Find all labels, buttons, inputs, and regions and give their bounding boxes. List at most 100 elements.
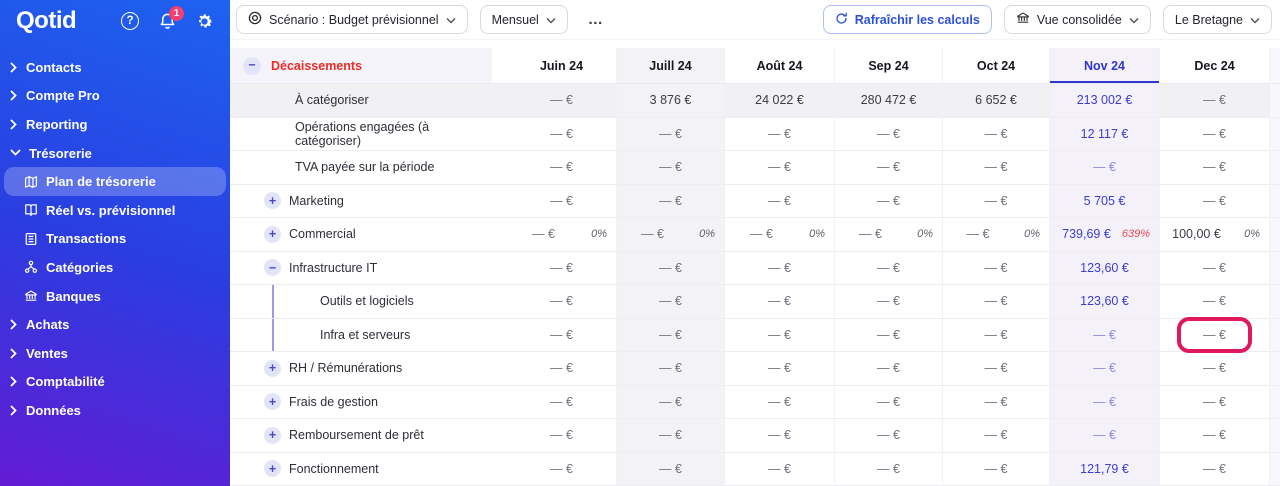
table-cell[interactable]: — € [507,117,617,151]
sidebar-item-reporting[interactable]: Reporting [4,110,226,139]
table-cell[interactable]: — € [1160,316,1270,353]
table-cell[interactable]: 739,69 € 639% [1050,218,1160,252]
table-cell[interactable]: — € [507,151,617,185]
collapse-icon[interactable]: − [264,259,281,277]
table-cell[interactable]: — € [1160,117,1270,151]
table-cell[interactable]: — € [835,318,943,352]
table-cell[interactable]: — € [943,285,1050,319]
gear-icon[interactable] [194,11,214,31]
table-cell[interactable]: — € [1160,352,1270,386]
table-cell[interactable]: — € [1050,419,1160,453]
table-cell[interactable]: — € [943,385,1050,419]
table-cell[interactable]: — € [943,318,1050,352]
table-cell[interactable]: — € [725,117,835,151]
table-cell[interactable]: 3 876 € [617,84,725,118]
table-cell[interactable]: — € [835,452,943,486]
table-cell[interactable]: — € 0% [617,218,725,252]
refresh-button[interactable]: Rafraîchir les calculs [822,5,992,34]
table-cell[interactable]: — € 0% [725,218,835,252]
sidebar-item-comptabilite[interactable]: Comptabilité [4,368,226,397]
table-cell[interactable]: — € [725,318,835,352]
table-cell[interactable]: 123,60 € [1050,285,1160,319]
table-cell[interactable]: — € [943,184,1050,218]
table-cell[interactable]: — € [943,419,1050,453]
table-cell[interactable]: — € [725,352,835,386]
table-cell[interactable]: — € [617,117,725,151]
table-cell[interactable]: — € [1050,151,1160,185]
month-header-aout-24[interactable]: Août 24 [725,48,835,84]
table-cell[interactable]: — € [617,419,725,453]
sidebar-item-donnees[interactable]: Données [4,396,226,425]
table-cell[interactable]: — € [507,318,617,352]
table-cell[interactable]: — € [835,352,943,386]
table-cell[interactable]: — € [507,385,617,419]
table-cell[interactable]: — € [943,352,1050,386]
sidebar-item-plan-de-tresorerie[interactable]: Plan de trésorerie [4,167,226,196]
table-cell[interactable]: — € [1160,84,1270,118]
table-cell[interactable]: — € [617,385,725,419]
table-cell[interactable]: — € [725,452,835,486]
table-cell[interactable]: 100,00 € 0% [1160,218,1270,252]
month-header-juin-24[interactable]: Juin 24 [507,48,617,84]
table-cell[interactable]: 280 472 € [835,84,943,118]
month-header-oct-24[interactable]: Oct 24 [943,48,1050,84]
scenario-select[interactable]: Scénario : Budget prévisionnel [236,5,468,34]
table-cell[interactable]: — € 0% [943,218,1050,252]
table-cell[interactable]: — € [617,251,725,285]
expand-icon[interactable]: + [264,460,281,478]
table-cell[interactable]: — € [507,251,617,285]
row-label-cell[interactable]: Infra et serveurs [230,318,492,352]
table-cell[interactable]: — € [507,452,617,486]
table-cell[interactable]: 213 002 € [1050,84,1160,118]
table-cell[interactable]: — € [725,419,835,453]
table-cell[interactable]: — € [835,251,943,285]
row-label-cell[interactable]: + RH / Rémunérations [230,352,492,386]
row-label-cell[interactable]: + Marketing [230,184,492,218]
table-cell[interactable]: — € [943,117,1050,151]
table-cell[interactable]: — € [1160,151,1270,185]
table-cell[interactable]: — € [1160,452,1270,486]
entity-select[interactable]: Le Bretagne [1162,5,1272,34]
table-cell[interactable]: — € [617,452,725,486]
table-cell[interactable]: — € [835,419,943,453]
collapse-icon[interactable]: − [243,56,261,75]
table-cell[interactable]: — € [1050,318,1160,352]
table-cell[interactable]: — € [1160,385,1270,419]
table-cell[interactable]: — € [835,184,943,218]
table-cell[interactable]: 5 705 € [1050,184,1160,218]
table-cell[interactable]: — € [617,318,725,352]
table-cell[interactable]: — € [725,385,835,419]
table-cell[interactable]: — € [725,184,835,218]
sidebar-item-tresorerie[interactable]: Trésorerie [4,139,226,168]
table-cell[interactable]: — € [725,151,835,185]
month-header-sep-24[interactable]: Sep 24 [835,48,943,84]
table-cell[interactable]: — € [835,385,943,419]
table-cell[interactable]: — € [1160,184,1270,218]
table-cell[interactable]: — € [507,84,617,118]
sidebar-item-compte-pro[interactable]: Compte Pro [4,82,226,111]
expand-icon[interactable]: + [264,393,281,411]
month-header-dec-24[interactable]: Dec 24 [1160,48,1270,84]
expand-icon[interactable]: + [264,359,281,377]
sidebar-item-ventes[interactable]: Ventes [4,339,226,368]
row-label-cell[interactable]: Outils et logiciels [230,285,492,319]
table-cell[interactable]: — € [835,151,943,185]
help-icon[interactable]: ? [120,11,140,31]
table-cell[interactable]: — € [617,352,725,386]
table-cell[interactable]: — € [835,117,943,151]
month-header-juill-24[interactable]: Juill 24 [617,48,725,84]
row-label-cell[interactable]: À catégoriser [230,84,492,118]
row-label-cell[interactable]: − Infrastructure IT [230,251,492,285]
table-cell[interactable]: — € [507,419,617,453]
table-cell[interactable]: 6 652 € [943,84,1050,118]
row-label-cell[interactable]: + Remboursement de prêt [230,419,492,453]
more-button[interactable]: … [580,11,612,28]
bell-icon[interactable]: 1 [157,6,184,31]
table-cell[interactable]: — € [1050,385,1160,419]
table-cell[interactable]: — € [1160,419,1270,453]
sidebar-item-contacts[interactable]: Contacts [4,53,226,82]
table-cell[interactable]: — € [617,184,725,218]
sidebar-item-categories[interactable]: Catégories [4,253,226,282]
table-cell[interactable]: — € [725,285,835,319]
row-label-cell[interactable]: TVA payée sur la période [230,151,492,185]
